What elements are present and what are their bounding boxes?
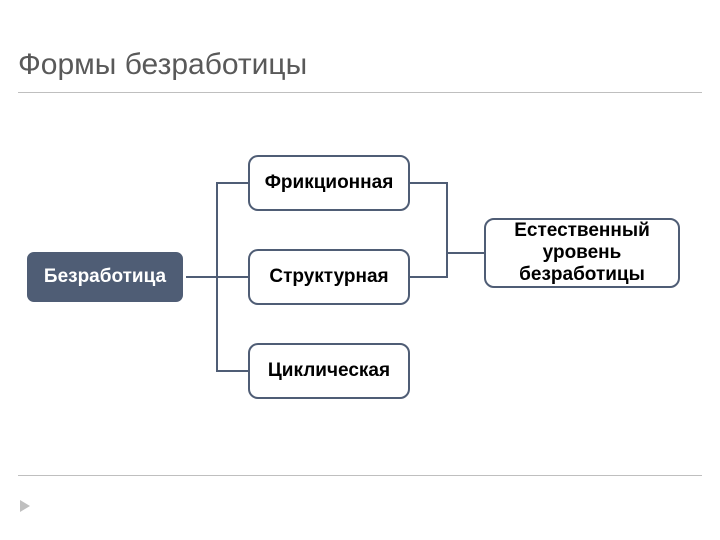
node-root: Безработица	[24, 249, 186, 305]
hr-bottom	[18, 475, 702, 476]
node-structural: Структурная	[248, 249, 410, 305]
node-natural-rate: Естественный уровень безработицы	[484, 218, 680, 288]
hr-top	[18, 92, 702, 93]
page-title: Формы безработицы	[18, 48, 307, 82]
footer-triangle-icon	[20, 500, 30, 512]
node-cyclical: Циклическая	[248, 343, 410, 399]
node-frictional: Фрикционная	[248, 155, 410, 211]
